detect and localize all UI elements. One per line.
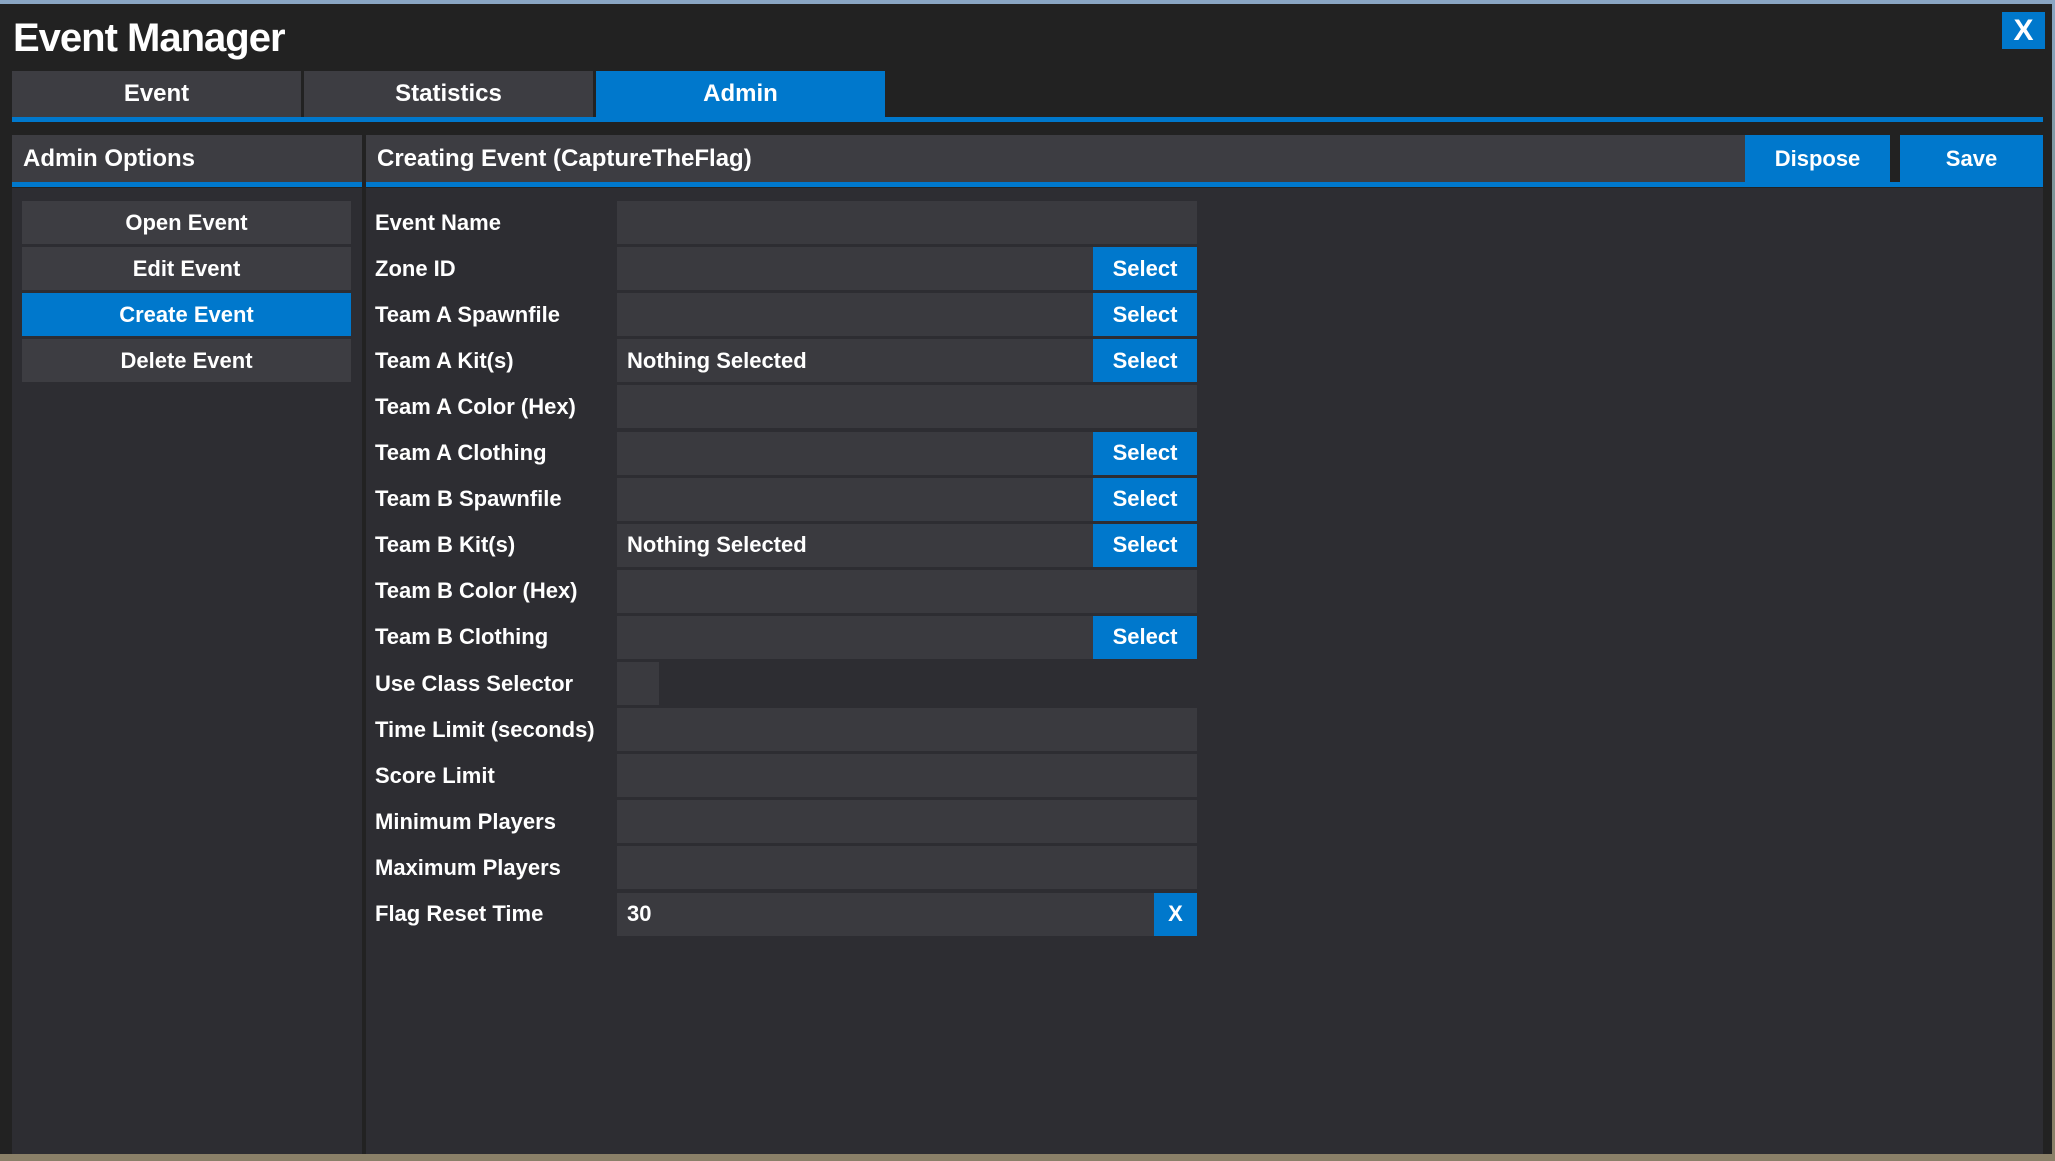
field-label: Team A Clothing — [375, 440, 547, 465]
event-name-input[interactable] — [617, 201, 1197, 244]
flag-reset-time-clear-button[interactable]: X — [1154, 892, 1197, 936]
time-limit-seconds-input[interactable] — [617, 708, 1197, 752]
field-label: Zone ID — [375, 255, 456, 281]
team-a-kit-s-input[interactable]: Nothing Selected — [617, 339, 1093, 383]
field-row-time-limit-seconds: Time Limit (seconds) — [375, 708, 1205, 752]
team-b-color-hex-input[interactable] — [617, 569, 1197, 613]
save-button[interactable]: Save — [1900, 135, 2043, 182]
minimum-players-input[interactable] — [617, 800, 1197, 844]
field-label: Team B Spawnfile — [375, 486, 562, 512]
team-a-clothing-select-button[interactable]: Select — [1093, 431, 1197, 475]
field-label: Team B Color (Hex) — [375, 578, 578, 604]
team-a-spawnfile-select-button[interactable]: Select — [1093, 293, 1197, 337]
field-row-use-class-selector: Use Class Selector — [375, 662, 1205, 705]
tab-underline — [12, 117, 2043, 122]
window-title: Event Manager — [13, 16, 286, 60]
dispose-button[interactable]: Dispose — [1745, 135, 1890, 182]
form-title: Creating Event (CaptureTheFlag) — [366, 135, 1745, 182]
zone-id-select-button[interactable]: Select — [1093, 247, 1197, 291]
use-class-selector-checkbox[interactable] — [617, 662, 659, 705]
sidebar-title: Admin Options — [12, 135, 362, 182]
sidebar-item-create-event[interactable]: Create Event — [22, 293, 351, 336]
field-label: Minimum Players — [375, 808, 556, 834]
field-row-team-b-kit-s: Team B Kit(s) Nothing Selected Select — [375, 523, 1205, 567]
field-label: Event Name — [375, 209, 501, 235]
field-label: Team B Clothing — [375, 624, 549, 650]
field-row-team-a-kit-s: Team A Kit(s) Nothing Selected Select — [375, 339, 1205, 383]
team-b-spawnfile-select-button[interactable]: Select — [1093, 477, 1197, 521]
tab-event[interactable]: Event — [12, 71, 301, 117]
tab-statistics[interactable]: Statistics — [304, 71, 593, 117]
sidebar-item-open-event[interactable]: Open Event — [22, 201, 351, 244]
field-label: Maximum Players — [375, 854, 561, 880]
field-label: Team A Color (Hex) — [375, 393, 576, 419]
field-row-flag-reset-time: Flag Reset Time 30 X — [375, 892, 1205, 936]
divider — [12, 182, 362, 187]
field-row-maximum-players: Maximum Players — [375, 846, 1205, 890]
maximum-players-input[interactable] — [617, 846, 1197, 890]
score-limit-input[interactable] — [617, 754, 1197, 798]
team-b-clothing-select-button[interactable]: Select — [1093, 615, 1197, 659]
field-row-team-b-spawnfile: Team B Spawnfile Select — [375, 477, 1205, 521]
field-row-team-b-color-hex: Team B Color (Hex) — [375, 569, 1205, 613]
field-label: Score Limit — [375, 762, 495, 788]
team-a-spawnfile-input[interactable] — [617, 293, 1093, 337]
field-label: Team A Kit(s) — [375, 347, 514, 373]
divider — [366, 182, 2043, 187]
team-b-kit-s-input[interactable]: Nothing Selected — [617, 523, 1093, 567]
field-row-team-a-spawnfile: Team A Spawnfile Select — [375, 293, 1205, 337]
team-b-clothing-input[interactable] — [617, 615, 1093, 659]
team-a-kit-s-select-button[interactable]: Select — [1093, 339, 1197, 383]
field-label: Use Class Selector — [375, 670, 574, 696]
field-label: Flag Reset Time — [375, 901, 544, 926]
field-label: Team B Kit(s) — [375, 532, 516, 558]
field-label: Time Limit (seconds) — [375, 716, 595, 742]
field-row-zone-id: Zone ID Select — [375, 247, 1205, 291]
field-row-minimum-players: Minimum Players — [375, 800, 1205, 844]
field-row-team-b-clothing: Team B Clothing Select — [375, 615, 1205, 659]
field-row-team-a-clothing: Team A Clothing Select — [375, 431, 1205, 475]
tab-admin[interactable]: Admin — [596, 71, 885, 117]
zone-id-input[interactable] — [617, 247, 1093, 291]
team-a-color-hex-input[interactable] — [617, 385, 1197, 429]
team-b-kit-s-select-button[interactable]: Select — [1093, 523, 1197, 567]
event-manager-window: Event Manager X Admin Options Creating E… — [0, 4, 2052, 1154]
field-row-event-name: Event Name — [375, 201, 1205, 244]
sidebar-item-edit-event[interactable]: Edit Event — [22, 247, 351, 290]
sidebar-item-delete-event[interactable]: Delete Event — [22, 339, 351, 382]
field-label: Team A Spawnfile — [375, 301, 561, 327]
team-b-spawnfile-input[interactable] — [617, 477, 1093, 521]
field-row-team-a-color-hex: Team A Color (Hex) — [375, 385, 1205, 429]
field-row-score-limit: Score Limit — [375, 754, 1205, 798]
flag-reset-time-input[interactable]: 30 — [617, 892, 1154, 936]
team-a-clothing-input[interactable] — [617, 431, 1093, 475]
close-button[interactable]: X — [2002, 12, 2045, 49]
